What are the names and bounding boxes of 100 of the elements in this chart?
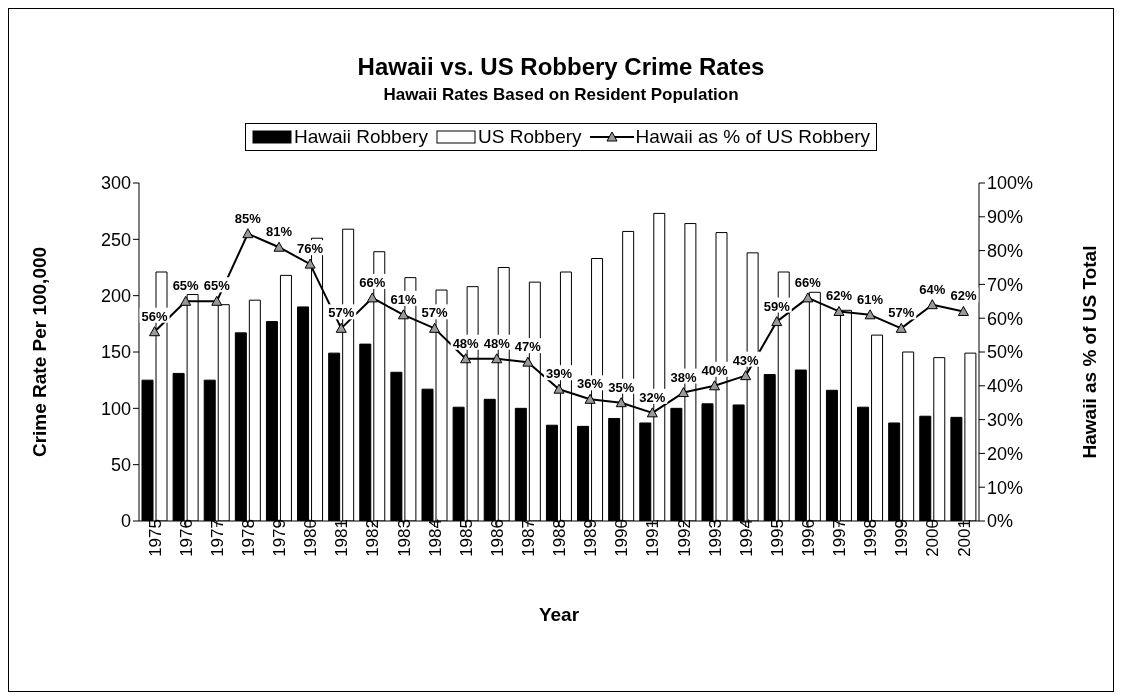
x-tick-label: 1998 bbox=[861, 519, 881, 557]
data-label: 48% bbox=[452, 335, 480, 351]
x-tick-label: 1997 bbox=[830, 519, 850, 557]
x-tick-label: 1990 bbox=[612, 519, 632, 557]
data-label: 57% bbox=[421, 305, 448, 321]
point bbox=[740, 370, 752, 381]
x-axis-title: Year bbox=[538, 604, 580, 625]
data-label: 66% bbox=[794, 274, 822, 290]
data-label: 48% bbox=[483, 335, 511, 351]
point bbox=[429, 322, 441, 333]
y2-tick-label: 90% bbox=[987, 207, 1024, 228]
point bbox=[491, 353, 503, 364]
data-label: 81% bbox=[265, 224, 293, 240]
x-tick-label: 1981 bbox=[332, 519, 352, 557]
data-label: 57% bbox=[328, 305, 355, 321]
point bbox=[397, 309, 409, 320]
y-tick-label: 100 bbox=[100, 398, 131, 419]
y-tick-label: 150 bbox=[100, 342, 131, 363]
point bbox=[615, 397, 627, 408]
point bbox=[895, 322, 907, 333]
x-tick-label: 1983 bbox=[394, 519, 414, 557]
point bbox=[180, 295, 192, 306]
x-tick-label: 1989 bbox=[581, 519, 601, 557]
y2-tick-label: 80% bbox=[987, 240, 1024, 261]
data-label: 76% bbox=[297, 241, 324, 257]
point bbox=[864, 309, 876, 320]
x-tick-label: 1975 bbox=[145, 519, 165, 557]
y2-tick-label: 50% bbox=[987, 342, 1024, 363]
point bbox=[304, 258, 316, 269]
data-label: 36% bbox=[577, 376, 604, 392]
point bbox=[802, 292, 814, 303]
x-tick-label: 2000 bbox=[923, 519, 943, 557]
data-label: 56% bbox=[141, 308, 168, 324]
data-label: 39% bbox=[545, 366, 573, 382]
x-tick-label: 2001 bbox=[954, 519, 974, 557]
y-axis-title: Crime Rate Per 100,000 bbox=[28, 246, 50, 458]
x-tick-label: 1985 bbox=[456, 519, 476, 557]
y2-tick-label: 10% bbox=[987, 477, 1024, 498]
data-label: 61% bbox=[857, 291, 884, 307]
legend-label: Hawaii as % of US Robbery bbox=[634, 126, 871, 148]
y-tick-label: 50 bbox=[110, 455, 131, 476]
data-label: 32% bbox=[639, 389, 666, 405]
y-tick-label: 200 bbox=[100, 286, 131, 307]
y2-tick-label: 100% bbox=[987, 173, 1034, 194]
point bbox=[460, 353, 472, 364]
x-tick-label: 1984 bbox=[425, 519, 445, 557]
point bbox=[957, 305, 969, 316]
data-label: 40% bbox=[701, 362, 728, 378]
x-tick-label: 1995 bbox=[767, 519, 787, 557]
x-tick-label: 1976 bbox=[176, 519, 196, 557]
y2-axis-title: Hawaii as % of US Total bbox=[1078, 245, 1100, 459]
y2-tick-label: 30% bbox=[987, 409, 1024, 430]
point bbox=[709, 380, 721, 391]
data-label: 64% bbox=[919, 281, 946, 297]
data-label: 65% bbox=[172, 278, 200, 294]
data-label: 43% bbox=[732, 352, 760, 368]
x-tick-label: 1979 bbox=[270, 519, 290, 557]
point bbox=[584, 393, 596, 404]
data-label: 66% bbox=[359, 274, 386, 290]
y-tick-label: 250 bbox=[100, 229, 131, 250]
data-label: 62% bbox=[825, 288, 853, 304]
x-tick-label: 1999 bbox=[892, 519, 912, 557]
legend-label: Hawaii Robbery bbox=[292, 126, 429, 148]
y2-tick-label: 70% bbox=[987, 274, 1024, 295]
data-label: 35% bbox=[608, 379, 635, 395]
point bbox=[366, 292, 378, 303]
x-tick-label: 1987 bbox=[518, 519, 538, 557]
point bbox=[211, 295, 223, 306]
point bbox=[553, 383, 565, 394]
x-tick-label: 1988 bbox=[550, 519, 570, 557]
x-tick-label: 1982 bbox=[363, 519, 383, 557]
point bbox=[273, 241, 285, 252]
data-label: 65% bbox=[203, 278, 231, 294]
data-label: 61% bbox=[390, 291, 417, 307]
point bbox=[242, 228, 254, 239]
y-tick-label: 300 bbox=[100, 173, 131, 194]
data-label: 85% bbox=[234, 210, 262, 226]
point bbox=[335, 322, 347, 333]
data-label: 47% bbox=[514, 339, 542, 355]
data-label: 59% bbox=[763, 298, 791, 314]
point bbox=[677, 387, 689, 398]
x-tick-label: 1992 bbox=[674, 519, 694, 557]
x-tick-label: 1980 bbox=[301, 519, 321, 557]
y2-tick-label: 40% bbox=[987, 376, 1024, 397]
point bbox=[833, 305, 845, 316]
chart-subtitle: Hawaii Rates Based on Resident Population bbox=[382, 85, 740, 105]
x-tick-label: 1994 bbox=[736, 519, 756, 557]
point bbox=[771, 316, 783, 327]
y2-tick-label: 60% bbox=[987, 308, 1024, 329]
y2-tick-label: 0% bbox=[987, 511, 1014, 532]
point bbox=[149, 326, 161, 337]
x-tick-label: 1977 bbox=[207, 519, 227, 557]
x-tick-label: 1991 bbox=[643, 519, 663, 557]
point bbox=[646, 407, 658, 418]
x-tick-label: 1993 bbox=[705, 519, 725, 557]
x-tick-label: 1978 bbox=[238, 519, 258, 557]
x-tick-label: 1986 bbox=[487, 519, 507, 557]
data-label: 38% bbox=[670, 369, 697, 385]
x-tick-label: 1996 bbox=[798, 519, 818, 557]
point bbox=[926, 299, 938, 310]
